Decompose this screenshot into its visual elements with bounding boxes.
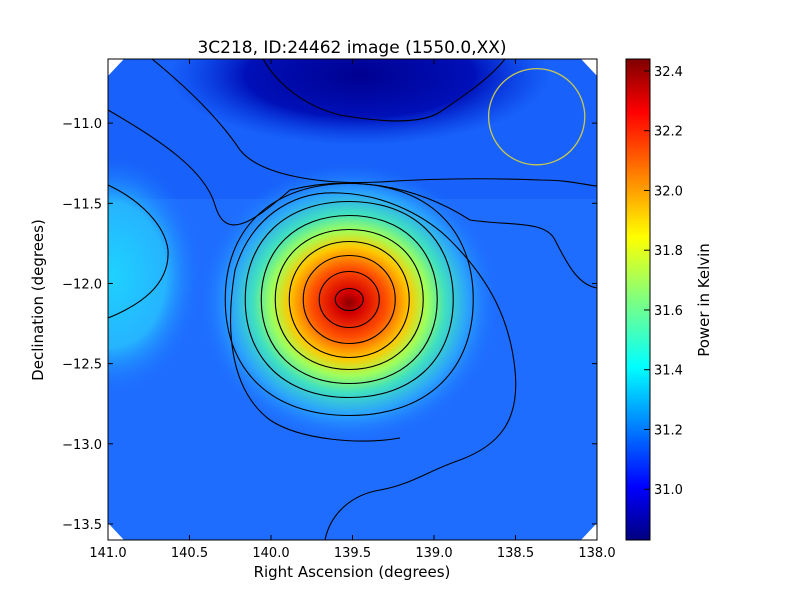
colorbar-tick-label: 32.2 <box>654 125 683 140</box>
contour-line <box>108 109 597 289</box>
colorbar-label: Power in Kelvin <box>695 243 713 357</box>
contour-ring <box>318 270 380 329</box>
y-tick-label: −12.5 <box>62 358 102 373</box>
y-tick-label: −11.5 <box>62 197 102 212</box>
contour-ring <box>274 228 424 371</box>
contour-lines <box>108 59 597 540</box>
colorbar-tick-label: 31.2 <box>654 423 683 438</box>
y-tick-label: −13.5 <box>62 518 102 533</box>
y-tick-label: −13.0 <box>62 438 102 453</box>
contour-ring <box>288 240 410 359</box>
colorbar-tick-label: 32.0 <box>654 184 683 199</box>
y-axis-label: Declination (degrees) <box>29 219 47 381</box>
x-tick-label: 140.5 <box>171 546 208 561</box>
contour-ring <box>302 254 396 345</box>
x-tick-label: 140.0 <box>252 546 289 561</box>
colorbar-tick-label: 31.8 <box>654 244 683 259</box>
y-tick-label: −12.0 <box>62 277 102 292</box>
colorbar-tick-label: 31.0 <box>654 483 683 498</box>
x-axis: 141.0 140.5 140.0 139.5 139.0 138.5 138.0 <box>89 59 616 561</box>
x-tick-label: 139.0 <box>415 546 452 561</box>
y-axis: −11.0 −11.5 −12.0 −12.5 −13.0 −13.5 <box>62 117 597 533</box>
x-tick-label: 139.5 <box>334 546 371 561</box>
colorbar-tick-label: 31.4 <box>654 364 683 379</box>
x-axis-label: Right Ascension (degrees) <box>254 563 451 581</box>
colorbar-tick-label: 32.4 <box>654 65 683 80</box>
heatmap-image <box>108 59 597 540</box>
colorbar <box>625 58 651 541</box>
x-tick-label: 138.5 <box>497 546 534 561</box>
contour-line <box>108 184 169 319</box>
colorbar-tick-label: 31.6 <box>654 304 683 319</box>
colorbar-ticks: 31.0 31.2 31.4 31.6 31.8 32.0 32.2 32.4 <box>644 65 683 498</box>
beam-circle <box>487 67 586 166</box>
contour-ring <box>260 214 438 385</box>
contour-line <box>151 59 597 187</box>
x-tick-label: 141.0 <box>89 546 126 561</box>
chart-title: 3C218, ID:24462 image (1550.0,XX) <box>197 38 506 58</box>
contour-ring <box>224 182 474 417</box>
contour-ring <box>334 287 364 312</box>
y-tick-label: −11.0 <box>62 117 102 132</box>
x-tick-label: 138.0 <box>578 546 615 561</box>
contour-line <box>230 192 517 540</box>
contour-line <box>262 59 506 122</box>
contour-ring <box>244 200 454 399</box>
